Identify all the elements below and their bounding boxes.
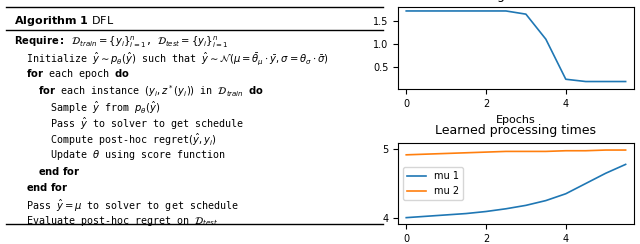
Text: $\mathbf{end\ for}$: $\mathbf{end\ for}$ [14,181,68,193]
mu 1 [522,204,530,207]
mu 2 [622,149,630,152]
Legend: mu 1, mu 2: mu 1, mu 2 [403,167,463,200]
mu 2 [602,149,609,152]
Title: Learned processing times: Learned processing times [435,124,596,137]
Text: $\mathbf{for}$ each epoch $\mathbf{do}$: $\mathbf{for}$ each epoch $\mathbf{do}$ [14,67,130,81]
Text: $\mathbf{end\ for}$: $\mathbf{end\ for}$ [14,165,81,177]
mu 2 [502,150,510,153]
mu 1 [582,182,589,185]
Text: Update $\theta$ using score function: Update $\theta$ using score function [14,148,226,163]
Text: Evaluate post-hoc regret on $\mathcal{D}_{test}$: Evaluate post-hoc regret on $\mathcal{D}… [14,214,218,228]
Text: Pass $\hat{y} = \mu$ to solver to get schedule: Pass $\hat{y} = \mu$ to solver to get sc… [14,197,239,214]
Text: $\mathbf{Require:}$ $\mathcal{D}_{train} = \{y_i\}_{i=1}^n$, $\mathcal{D}_{test}: $\mathbf{Require:}$ $\mathcal{D}_{train}… [14,34,228,50]
mu 2 [442,152,450,155]
mu 2 [403,153,410,156]
Text: Pass $\hat{y}$ to solver to get schedule: Pass $\hat{y}$ to solver to get schedule [14,116,244,132]
mu 1 [502,207,510,210]
mu 1 [403,216,410,219]
mu 2 [582,149,589,152]
mu 2 [422,153,430,156]
mu 1 [622,163,630,166]
mu 2 [542,150,550,153]
Line: mu 1: mu 1 [406,164,626,218]
mu 1 [442,214,450,216]
mu 1 [542,199,550,202]
mu 1 [422,215,430,218]
Line: mu 2: mu 2 [406,150,626,155]
Text: $\mathbf{for}$ each instance $(y_i, z^*(y_i))$ in $\mathcal{D}_{train}$ $\mathbf: $\mathbf{for}$ each instance $(y_i, z^*(… [14,83,264,99]
X-axis label: Epochs: Epochs [496,114,536,124]
Text: Initialize $\hat{y} \sim p_\theta(\hat{y})$ such that $\hat{y} \sim \mathcal{N}(: Initialize $\hat{y} \sim p_\theta(\hat{y… [14,51,328,67]
mu 2 [562,149,570,152]
mu 2 [522,150,530,153]
mu 1 [602,172,609,175]
Text: Sample $\hat{y}$ from $p_\theta(\hat{y})$: Sample $\hat{y}$ from $p_\theta(\hat{y})… [14,100,160,116]
mu 2 [482,151,490,153]
mu 1 [562,192,570,195]
Text: $\mathbf{Algorithm\ 1}$ DFL: $\mathbf{Algorithm\ 1}$ DFL [14,14,114,28]
mu 1 [482,210,490,213]
mu 1 [462,212,470,215]
mu 2 [462,151,470,154]
Text: Compute post-hoc regret$(\hat{y}, y_i)$: Compute post-hoc regret$(\hat{y}, y_i)$ [14,132,217,148]
Title: Regret loss: Regret loss [481,0,551,2]
